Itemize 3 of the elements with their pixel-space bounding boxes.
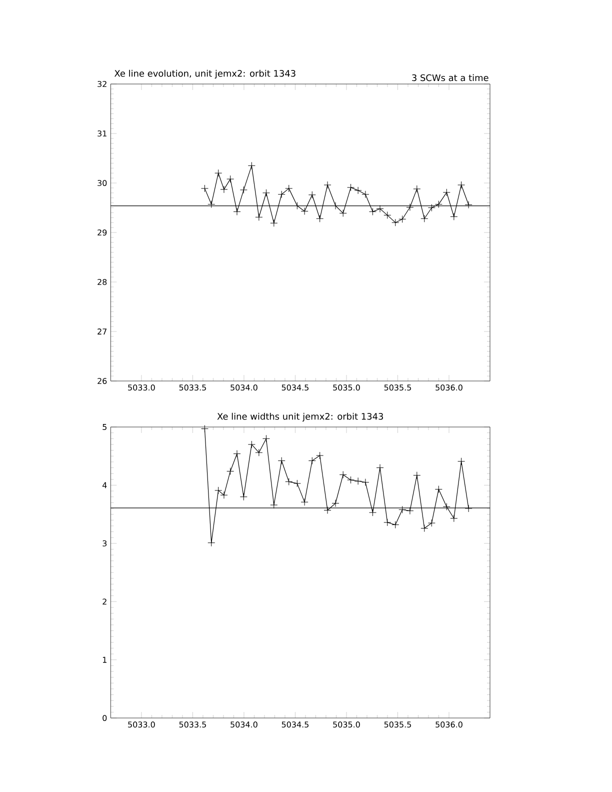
text: 3 SCWs at a time (412, 74, 488, 82)
chart-title: Xe line widths unit jemx2: orbit 1343 (217, 412, 383, 422)
chart-title: Xe line evolution, unit jemx2: orbit 1343 (114, 70, 296, 78)
